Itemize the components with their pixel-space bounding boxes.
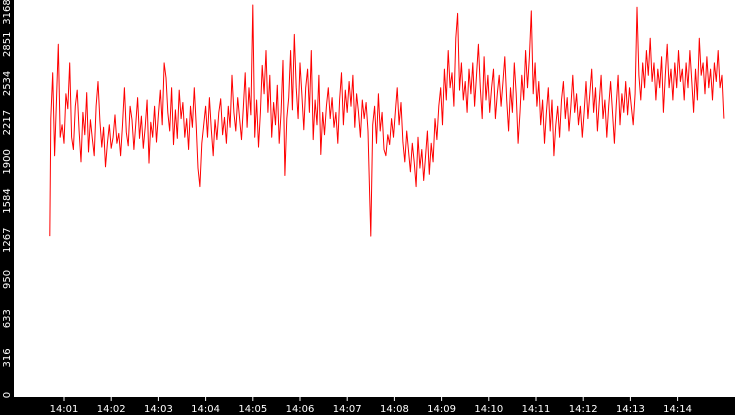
- y-tick-label: 1267: [2, 227, 13, 252]
- y-tick-label: 950: [2, 270, 13, 289]
- y-axis-ticks: 0 316 633 950 1267 1584 1900 2217 2534 2851 3168: [2, 0, 13, 398]
- series-line: [49, 4, 725, 237]
- y-tick-label: 316: [2, 348, 13, 367]
- y-tick-label: 0: [2, 392, 13, 398]
- x-axis-ticks: 14:01 14:02 14:03 14:04 14:05 14:06 14:07 14:08…: [50, 397, 692, 415]
- x-tick-label: 14:09: [427, 404, 456, 415]
- x-tick-label: 14:08: [380, 404, 409, 415]
- y-tick-label: 633: [2, 309, 13, 328]
- x-tick-label: 14:01: [50, 404, 79, 415]
- x-tick-label: 14:04: [191, 404, 220, 415]
- x-tick-label: 14:06: [286, 404, 315, 415]
- x-tick-label: 14:02: [97, 404, 126, 415]
- y-axis-bar: [0, 0, 14, 415]
- x-tick-label: 14:12: [569, 404, 598, 415]
- x-tick-label: 14:07: [333, 404, 362, 415]
- y-tick-label: 1900: [2, 149, 13, 174]
- x-tick-label: 14:13: [616, 404, 645, 415]
- y-tick-label: 3168: [2, 0, 13, 25]
- y-tick-label: 2851: [2, 31, 13, 56]
- x-tick-label: 14:03: [144, 404, 173, 415]
- x-tick-label: 14:05: [238, 404, 267, 415]
- y-tick-label: 2534: [2, 71, 13, 96]
- x-tick-label: 14:11: [522, 404, 551, 415]
- x-axis-bar: [0, 397, 735, 415]
- x-tick-label: 14:10: [474, 404, 503, 415]
- y-tick-label: 2217: [2, 110, 13, 135]
- series-group: [49, 4, 725, 237]
- x-tick-label: 14:14: [663, 404, 692, 415]
- y-tick-label: 1584: [2, 188, 13, 213]
